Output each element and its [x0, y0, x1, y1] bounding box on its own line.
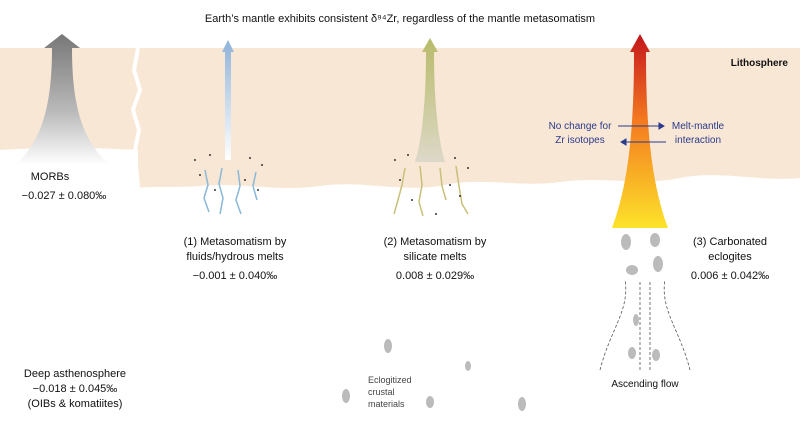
morb-name: MORBs — [31, 171, 70, 183]
no-change-label: Zr isotopes — [555, 135, 604, 146]
deep-note: (OIBs & komatiites) — [28, 398, 123, 410]
dots — [194, 154, 469, 215]
eclogitized-label: crustal — [368, 387, 395, 397]
fluid-arrow — [222, 40, 234, 160]
deep-value: −0.018 ± 0.045‰ — [33, 383, 118, 395]
veins-blue — [203, 167, 258, 215]
lithosphere-band — [0, 48, 800, 188]
carbonated-label: eclogites — [708, 251, 752, 263]
no-change-label: No change for — [549, 121, 612, 132]
ascending-flow-label: Ascending flow — [611, 379, 679, 390]
fluid-value: −0.001 ± 0.040‰ — [193, 270, 278, 282]
deep-label: Deep asthenosphere — [24, 368, 126, 380]
lithosphere-label: Lithosphere — [731, 58, 789, 69]
eclogitized-label: materials — [368, 399, 405, 409]
fluid-label: (1) Metasomatism by — [184, 236, 287, 248]
carbonated-arrow — [612, 34, 668, 228]
silicate-label: silicate melts — [404, 251, 467, 263]
silicate-arrow — [415, 38, 445, 162]
fluid-label: fluids/hydrous melts — [186, 251, 284, 263]
interaction-arrows — [618, 122, 666, 146]
morb-arrow — [15, 34, 110, 165]
morb-value: −0.027 ± 0.080‰ — [22, 190, 107, 202]
flow-lines — [599, 279, 691, 371]
silicate-label: (2) Metasomatism by — [384, 236, 487, 248]
veins-olive — [393, 165, 469, 217]
carbonated-value: 0.006 ± 0.042‰ — [691, 270, 769, 282]
interaction-label: interaction — [675, 135, 721, 146]
title: Earth’s mantle exhibits consistent δ⁹⁴Zr… — [205, 13, 595, 25]
crack — [130, 47, 143, 189]
silicate-value: 0.008 ± 0.029‰ — [396, 270, 474, 282]
interaction-label: Melt-mantle — [672, 121, 725, 132]
eclogite-blobs — [342, 233, 663, 411]
eclogitized-label: Eclogitized — [368, 375, 412, 385]
carbonated-label: (3) Carbonated — [693, 236, 767, 248]
